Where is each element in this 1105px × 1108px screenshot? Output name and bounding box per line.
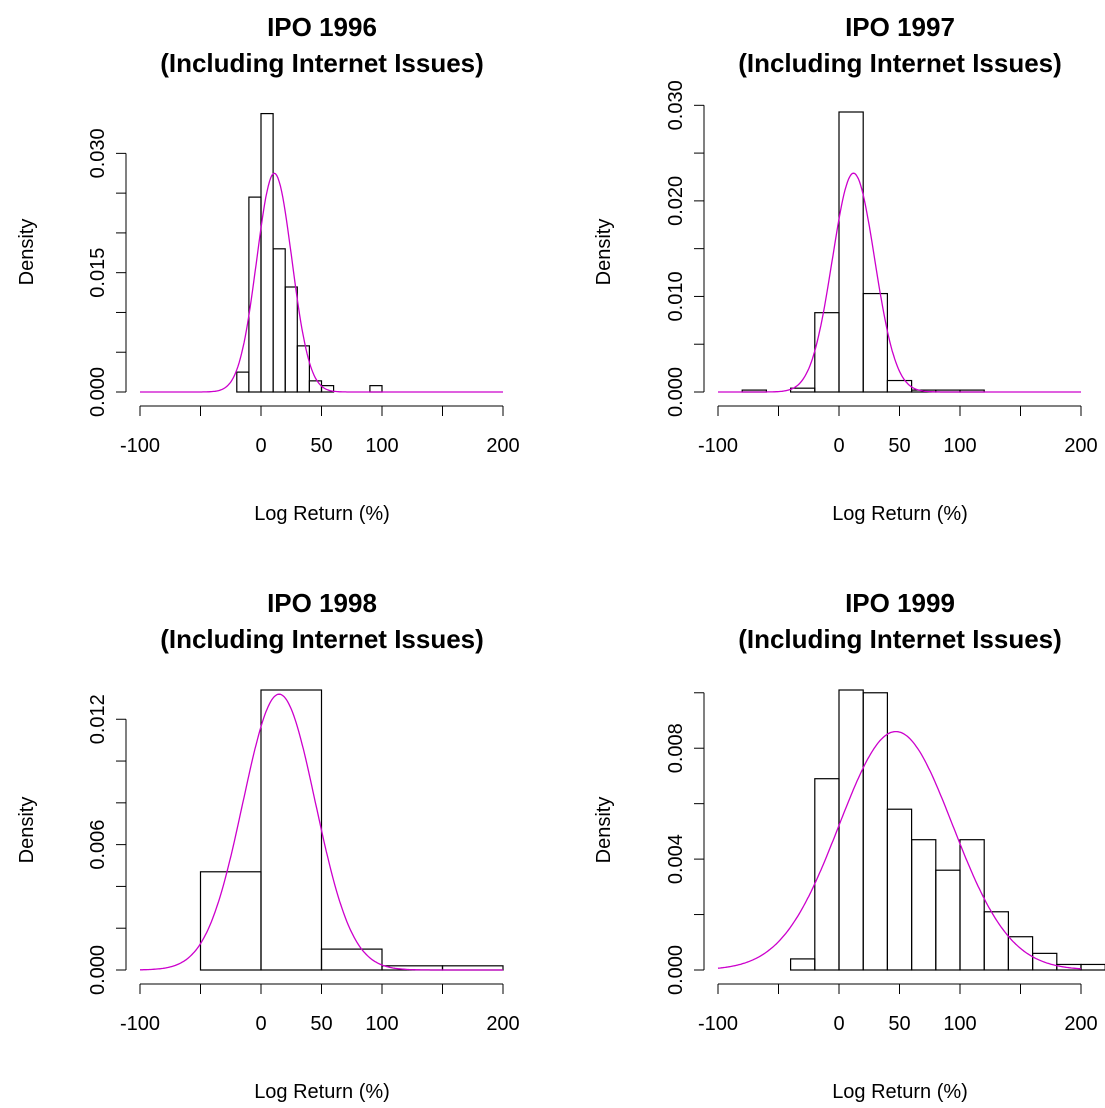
y-axis-label: Density <box>593 219 615 286</box>
y-axis: 0.000 0.015 0.030 <box>87 128 126 417</box>
chart-title-line2: (Including Internet Issues) <box>160 48 484 78</box>
x-tick-label: 0 <box>255 435 266 457</box>
x-tick-label: 100 <box>365 1013 398 1035</box>
chart-title-line1: IPO 1998 <box>267 588 377 618</box>
x-tick-label: 50 <box>310 435 332 457</box>
x-axis: -100 0 50 100 200 <box>698 984 1098 1035</box>
x-tick-label: 0 <box>255 1013 266 1035</box>
histogram-bar <box>887 809 911 970</box>
y-tick-label: 0.000 <box>665 367 687 417</box>
x-axis-label: Log Return (%) <box>254 1081 390 1103</box>
x-tick-label: 50 <box>888 435 910 457</box>
x-tick-label: -100 <box>698 435 738 457</box>
y-axis: 0.000 0.004 0.008 <box>665 693 704 995</box>
x-tick-label: -100 <box>698 1013 738 1035</box>
histogram-bar <box>261 114 273 392</box>
x-tick-label: -100 <box>120 435 160 457</box>
histogram-bar <box>285 287 297 392</box>
y-tick-label: 0.010 <box>665 271 687 321</box>
histogram-bar <box>791 388 815 392</box>
y-axis-label: Density <box>16 219 38 286</box>
density-curve <box>718 173 1081 392</box>
x-axis: -100 0 50 100 200 <box>120 984 520 1035</box>
histogram-bar <box>863 693 887 970</box>
chart-panel-1997: IPO 1997 (Including Internet Issues) Log… <box>593 12 1098 525</box>
y-tick-label: 0.000 <box>665 945 687 995</box>
x-tick-label: 200 <box>1064 435 1097 457</box>
histogram-bar <box>237 372 249 392</box>
histogram-bar <box>912 840 936 970</box>
histogram-bar <box>1081 964 1105 970</box>
x-axis-label: Log Return (%) <box>254 503 390 525</box>
y-tick-label: 0.000 <box>87 367 109 417</box>
chart-title-line1: IPO 1996 <box>267 12 377 42</box>
x-tick-label: 50 <box>310 1013 332 1035</box>
chart-panel-1998: IPO 1998 (Including Internet Issues) Log… <box>16 588 520 1103</box>
histogram-bar <box>887 381 911 392</box>
histogram-bar <box>839 690 863 970</box>
x-axis: -100 0 50 100 200 <box>120 406 520 457</box>
histogram-bar <box>370 386 382 392</box>
histogram-bar <box>936 870 960 970</box>
y-tick-label: 0.012 <box>87 694 109 744</box>
chart-title-line1: IPO 1999 <box>845 588 955 618</box>
density-curve <box>718 732 1081 969</box>
chart-title-line1: IPO 1997 <box>845 12 955 42</box>
y-axis-label: Density <box>593 797 615 864</box>
histogram-bar <box>1008 937 1032 970</box>
x-tick-label: 0 <box>833 435 844 457</box>
histogram-bar <box>201 872 262 970</box>
y-axis: 0.000 0.010 0.020 0.030 <box>665 80 704 417</box>
histogram-bar <box>249 197 261 392</box>
x-tick-label: -100 <box>120 1013 160 1035</box>
histogram-bar <box>791 959 815 970</box>
histogram-bar <box>839 112 863 392</box>
y-tick-label: 0.008 <box>665 723 687 773</box>
plot-area: -100 0 50 100 200 0.000 0.015 0.030 <box>87 114 520 457</box>
y-axis: 0.000 0.006 0.012 <box>87 694 126 995</box>
x-axis: -100 0 50 100 200 <box>698 406 1098 457</box>
x-axis-label: Log Return (%) <box>832 1081 968 1103</box>
x-tick-label: 100 <box>365 435 398 457</box>
x-tick-label: 200 <box>486 1013 519 1035</box>
y-tick-label: 0.004 <box>665 834 687 884</box>
y-tick-label: 0.020 <box>665 176 687 226</box>
y-tick-label: 0.030 <box>87 128 109 178</box>
x-axis-label: Log Return (%) <box>832 503 968 525</box>
density-curve <box>140 173 503 392</box>
chart-panel-1996: IPO 1996 (Including Internet Issues) Log… <box>16 12 520 525</box>
y-axis-label: Density <box>16 797 38 864</box>
y-tick-label: 0.000 <box>87 945 109 995</box>
x-tick-label: 50 <box>888 1013 910 1035</box>
histogram-bar <box>960 840 984 970</box>
plot-area: -100 0 50 100 200 0.000 0.010 0.020 0.030 <box>665 80 1098 457</box>
x-tick-label: 100 <box>943 1013 976 1035</box>
y-tick-label: 0.030 <box>665 80 687 130</box>
x-tick-label: 100 <box>943 435 976 457</box>
histogram-bar <box>863 294 887 392</box>
chart-title-line2: (Including Internet Issues) <box>160 624 484 654</box>
histogram-bar <box>273 249 285 392</box>
plot-area: -100 0 50 100 200 0.000 0.004 0.008 <box>665 690 1105 1035</box>
x-tick-label: 200 <box>1064 1013 1097 1035</box>
chart-title-line2: (Including Internet Issues) <box>738 624 1062 654</box>
chart-title-line2: (Including Internet Issues) <box>738 48 1062 78</box>
y-tick-label: 0.015 <box>87 248 109 298</box>
plot-area: -100 0 50 100 200 0.000 0.006 0.012 <box>87 690 520 1035</box>
y-tick-label: 0.006 <box>87 820 109 870</box>
chart-panel-1999: IPO 1999 (Including Internet Issues) Log… <box>593 588 1105 1103</box>
histogram-bar <box>261 690 322 970</box>
x-tick-label: 200 <box>486 435 519 457</box>
x-tick-label: 0 <box>833 1013 844 1035</box>
histogram-bar <box>309 381 321 392</box>
histogram-bar <box>815 313 839 392</box>
histogram-bar <box>297 346 309 392</box>
